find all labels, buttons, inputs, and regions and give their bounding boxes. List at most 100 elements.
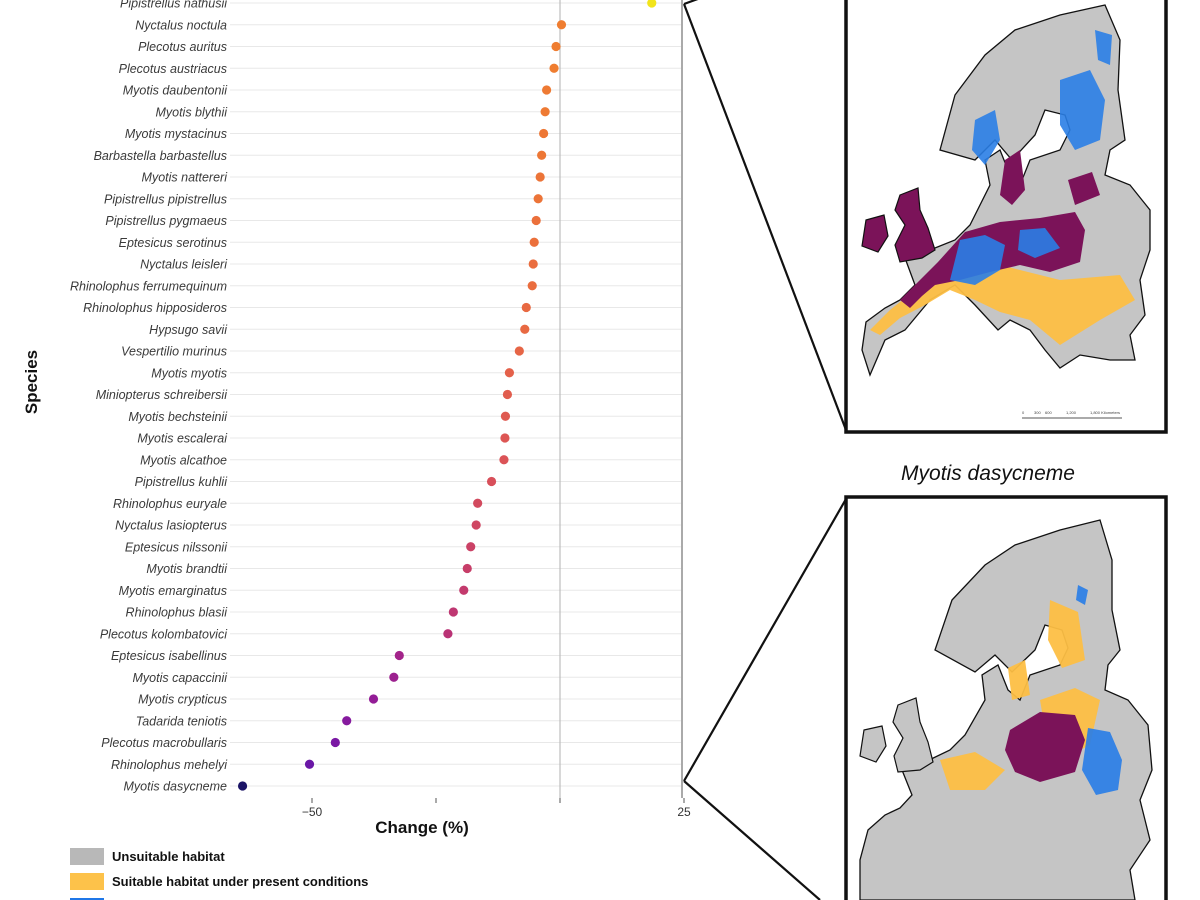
- species-label: Myotis alcathoe: [140, 453, 227, 467]
- x-tick-label: 25: [677, 805, 691, 819]
- data-point: [535, 172, 545, 182]
- map-top-suitable-future: [950, 30, 1112, 285]
- data-point: [556, 20, 567, 30]
- data-point: [237, 781, 248, 791]
- species-label: Rhinolophus hipposideros: [83, 301, 227, 315]
- dot-chart: Pipistrellus nathusii Nyctalus noctula Ple…: [22, 0, 691, 837]
- data-point: [389, 672, 399, 682]
- map-top-ireland: [861, 214, 889, 253]
- connector-bottom-upper: [683, 498, 847, 782]
- data-point: [443, 629, 453, 639]
- data-point: [549, 63, 559, 73]
- species-label: Hypsugo savii: [149, 323, 228, 337]
- species-label: Plecotus auritus: [138, 40, 227, 54]
- species-label: Myotis capaccinii: [133, 671, 229, 685]
- species-label: Rhinolophus ferrumequinum: [70, 279, 227, 293]
- legend-label: Suitable habitat under present condition…: [112, 874, 368, 889]
- data-point: [459, 585, 469, 595]
- species-label: Rhinolophus mehelyi: [111, 758, 228, 772]
- species-labels: Pipistrellus nathusii Nyctalus noctula Ple…: [70, 0, 228, 794]
- x-tick-label: −50: [302, 805, 323, 819]
- data-point: [471, 520, 481, 530]
- data-points: [237, 0, 657, 791]
- data-point: [521, 302, 531, 313]
- data-point: [304, 759, 315, 769]
- species-label: Myotis brandtii: [146, 562, 228, 576]
- data-point: [368, 694, 379, 704]
- data-point: [502, 389, 513, 400]
- species-label: Myotis mystacinus: [125, 127, 227, 141]
- data-point: [527, 281, 537, 291]
- species-label: Nyctalus lasiopterus: [115, 519, 227, 533]
- data-point: [473, 498, 483, 508]
- data-point: [531, 215, 541, 226]
- species-label: Eptesicus nilssonii: [125, 540, 228, 554]
- species-label: Rhinolophus euryale: [113, 497, 227, 511]
- species-label: Pipistrellus kuhlii: [135, 475, 229, 489]
- map-bottom-myotis-dasycneme: [844, 495, 1168, 900]
- species-label: Myotis myotis: [151, 366, 227, 380]
- data-point: [330, 737, 340, 748]
- data-point: [529, 237, 539, 247]
- data-point: [500, 411, 511, 421]
- species-label: Plecotus macrobullaris: [101, 736, 227, 750]
- data-point: [504, 368, 515, 378]
- data-point: [542, 85, 552, 95]
- data-point: [342, 716, 352, 726]
- data-point: [500, 433, 510, 443]
- scale-label: 1,200: [1066, 410, 1077, 415]
- species-label: Tadarida teniotis: [136, 714, 227, 728]
- data-point: [486, 476, 497, 487]
- species-label: Vespertilio murinus: [121, 345, 227, 359]
- map-top-baltic-region: [1000, 150, 1100, 205]
- species-label: Plecotus kolombatovici: [100, 627, 228, 641]
- species-label: Myotis daubentonii: [123, 84, 228, 98]
- data-point: [528, 259, 538, 269]
- map-top-suitable-present: [870, 265, 1135, 345]
- y-axis-title: Species: [22, 350, 41, 414]
- species-label: Eptesicus isabellinus: [111, 649, 227, 663]
- data-point: [537, 150, 547, 160]
- species-label: Pipistrellus pygmaeus: [105, 214, 227, 228]
- data-point: [448, 607, 458, 617]
- x-axis-ticks: −50 25: [302, 798, 691, 819]
- gridlines: [230, 2, 681, 787]
- species-label: Myotis bechsteinii: [128, 410, 228, 424]
- scale-label: 0: [1022, 410, 1025, 415]
- map-bottom-ireland: [859, 725, 887, 763]
- map-bottom-suitable-future: [1076, 585, 1122, 795]
- species-label: Myotis escalerai: [137, 432, 228, 446]
- map-top-britain: [894, 187, 936, 263]
- data-point: [499, 455, 509, 465]
- legend-swatch: [70, 873, 104, 890]
- x-axis-title: Change (%): [375, 818, 469, 837]
- data-point: [466, 542, 476, 552]
- scale-label: 600: [1045, 410, 1052, 415]
- species-label: Rhinolophus blasii: [126, 606, 229, 620]
- species-label: Myotis nattereri: [142, 171, 229, 185]
- species-label: Eptesicus serotinus: [119, 236, 227, 250]
- scale-label: 1,800 Kilometers: [1090, 410, 1120, 415]
- connector-bottom-lower: [683, 780, 821, 900]
- zoom-connectors: [682, 0, 848, 900]
- scale-label: 300: [1034, 410, 1041, 415]
- legend: Unsuitable habitat Suitable habitat under…: [70, 848, 368, 900]
- data-point: [647, 0, 657, 8]
- connector-top-upper: [683, 0, 699, 6]
- species-label: Miniopterus schreibersii: [96, 388, 229, 402]
- species-label: Myotis emarginatus: [119, 584, 227, 598]
- connector-top-lower: [682, 3, 848, 431]
- data-point: [462, 563, 472, 574]
- data-point: [540, 107, 550, 117]
- data-point: [394, 650, 404, 661]
- data-point: [514, 346, 524, 356]
- species-label: Barbastella barbastellus: [94, 149, 227, 163]
- species-label: Myotis blythii: [155, 105, 228, 119]
- legend-swatch: [70, 848, 104, 865]
- legend-label: Unsuitable habitat: [112, 849, 225, 864]
- map-bottom-suitable-both: [1005, 712, 1085, 782]
- bottom-map-title: Myotis dasycneme: [901, 462, 1075, 485]
- species-label: Pipistrellus nathusii: [120, 0, 228, 11]
- species-label: Myotis dasycneme: [123, 780, 227, 794]
